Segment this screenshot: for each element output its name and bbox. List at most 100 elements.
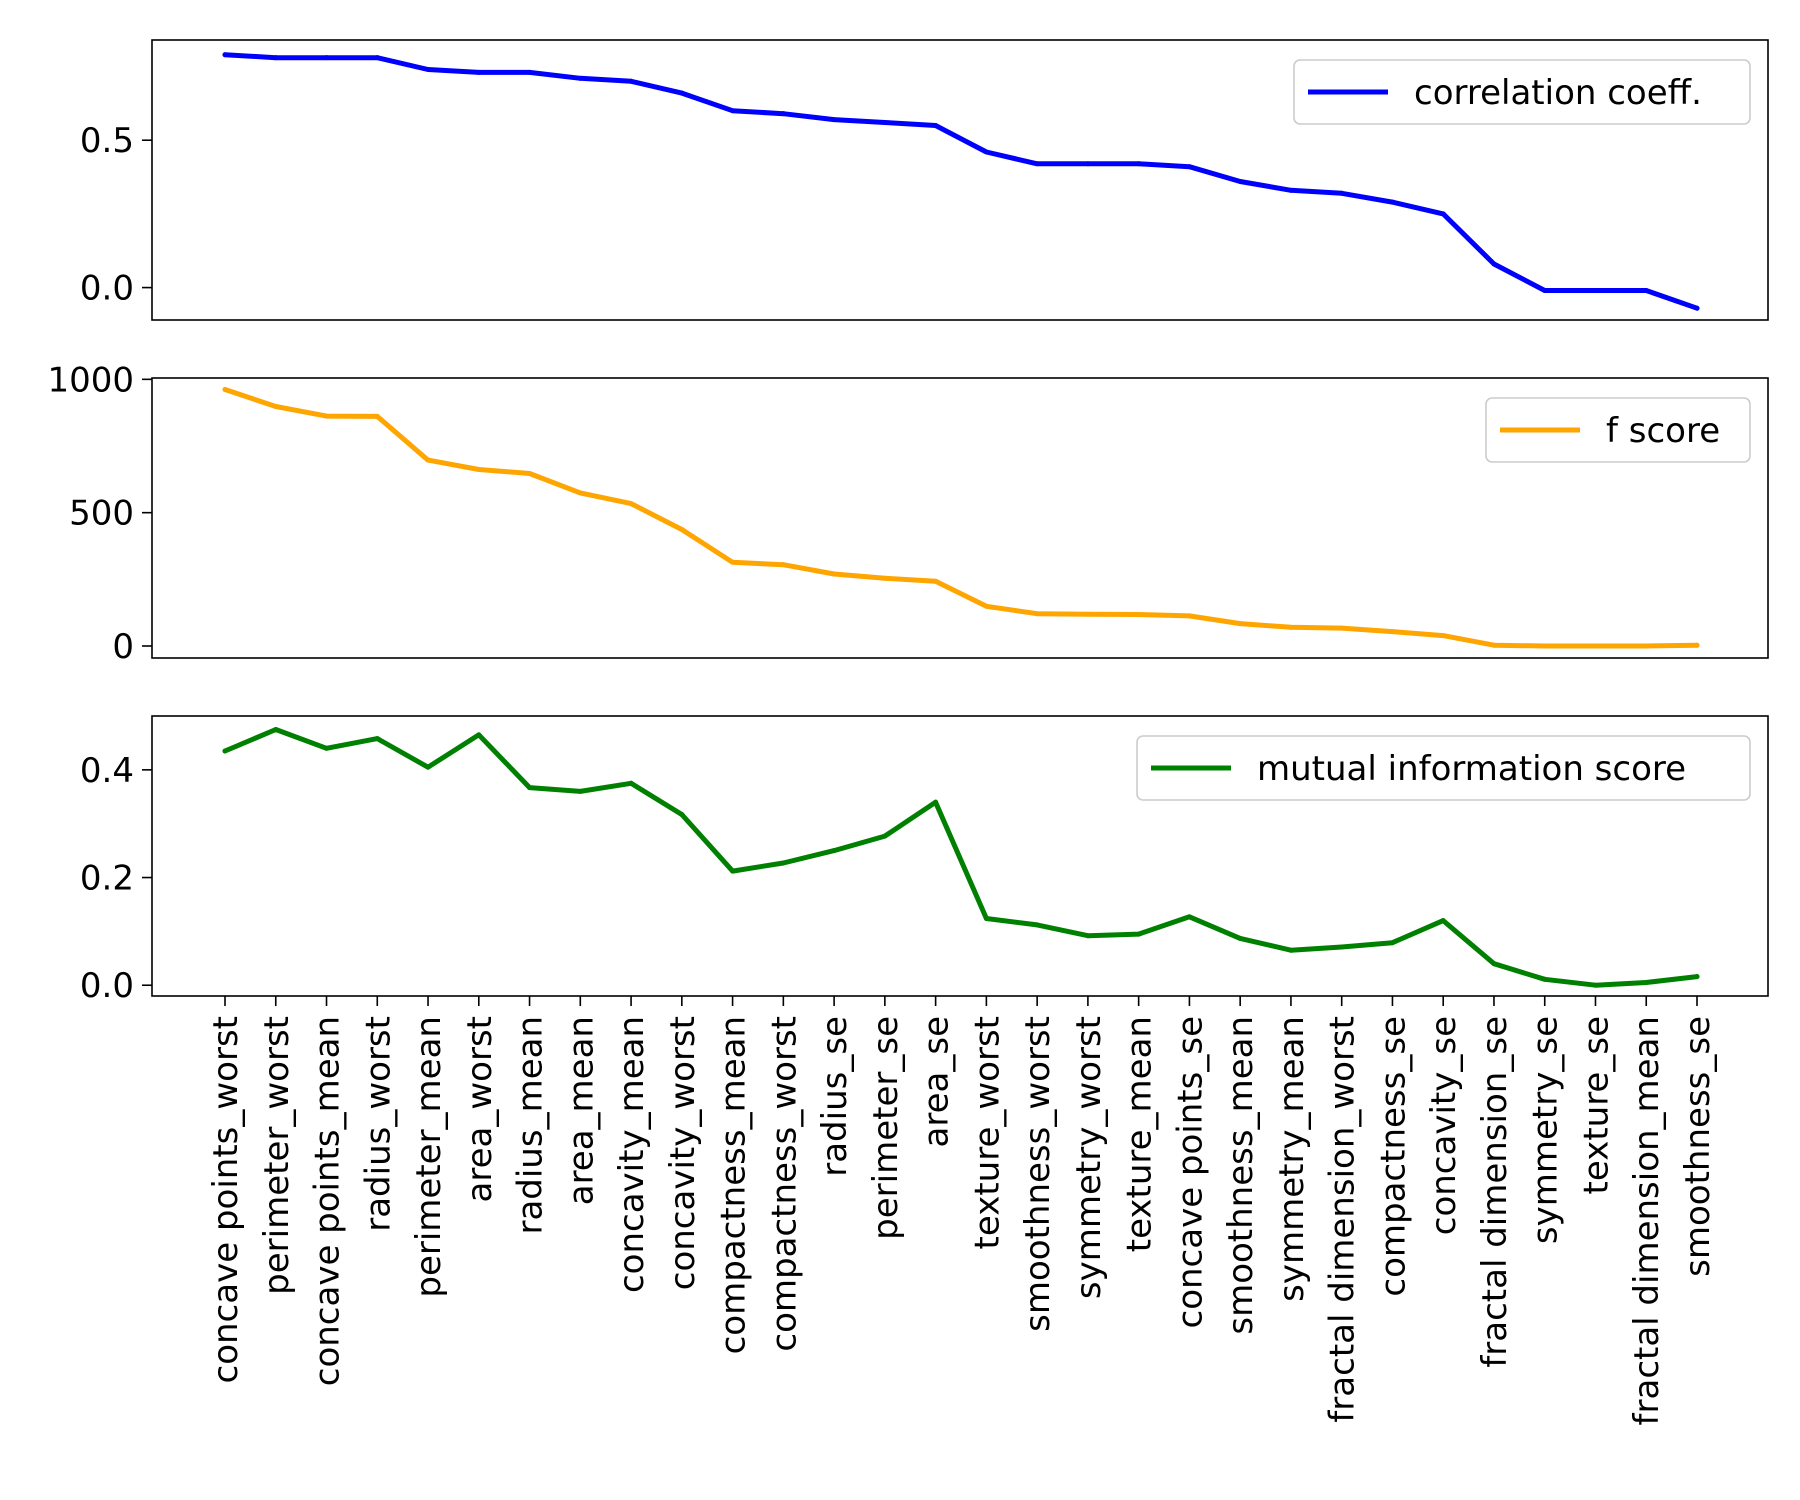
x-tick-label: fractal dimension_mean bbox=[1627, 1016, 1667, 1425]
x-tick-label: texture_se bbox=[1576, 1016, 1616, 1194]
y-tick-label: 0.4 bbox=[80, 751, 134, 791]
x-tick-label: compactness_se bbox=[1373, 1016, 1413, 1297]
data-point bbox=[1034, 922, 1040, 928]
x-tick-label: concave points_se bbox=[1170, 1016, 1210, 1328]
data-point bbox=[628, 78, 634, 84]
data-point bbox=[273, 726, 279, 732]
data-point bbox=[1491, 642, 1497, 648]
x-tick-label: symmetry_se bbox=[1526, 1016, 1566, 1244]
data-point bbox=[1339, 944, 1345, 950]
data-point bbox=[1237, 621, 1243, 627]
data-point bbox=[1491, 961, 1497, 967]
data-point bbox=[1694, 974, 1700, 980]
data-point bbox=[1237, 178, 1243, 184]
plot-frame bbox=[151, 715, 1769, 997]
data-point bbox=[1186, 914, 1192, 920]
data-point bbox=[1440, 211, 1446, 217]
data-point bbox=[425, 66, 431, 72]
y-tick-label: 500 bbox=[69, 494, 134, 534]
data-point bbox=[1440, 633, 1446, 639]
x-tick-label: radius_worst bbox=[358, 1016, 398, 1232]
data-point bbox=[222, 52, 228, 58]
data-point bbox=[730, 868, 736, 874]
panel-3: 0.0 0.2 0.4 mutual information score bbox=[80, 715, 1769, 1006]
x-tick-label: texture_mean bbox=[1120, 1016, 1160, 1252]
data-point bbox=[882, 120, 888, 126]
data-point bbox=[527, 470, 533, 476]
data-point bbox=[527, 69, 533, 75]
y-tick-label: 1000 bbox=[47, 360, 134, 400]
data-point bbox=[273, 404, 279, 410]
x-tick-label: smoothness_se bbox=[1678, 1016, 1718, 1277]
legend-box bbox=[1293, 59, 1751, 125]
data-point bbox=[1288, 947, 1294, 953]
data-point bbox=[1085, 933, 1091, 939]
data-point bbox=[577, 490, 583, 496]
data-point bbox=[476, 69, 482, 75]
data-point bbox=[1542, 976, 1548, 982]
x-tick-label: concavity_worst bbox=[663, 1016, 703, 1290]
data-point bbox=[324, 55, 330, 61]
data-point bbox=[1694, 642, 1700, 648]
legend-box bbox=[1485, 397, 1751, 463]
panel-1: 0.0 0.5 correlation coeff. bbox=[80, 39, 1769, 321]
data-point bbox=[374, 413, 380, 419]
legend: mutual information score bbox=[1136, 735, 1751, 801]
data-point bbox=[425, 457, 431, 463]
data-point bbox=[1389, 199, 1395, 205]
x-tick-label: symmetry_worst bbox=[1069, 1016, 1109, 1299]
x-tick-label: fractal dimension_worst bbox=[1323, 1016, 1363, 1423]
data-point bbox=[831, 571, 837, 577]
x-tick-label: concave points_worst bbox=[206, 1016, 246, 1383]
data-point bbox=[324, 413, 330, 419]
data-point bbox=[1542, 643, 1548, 649]
data-point bbox=[933, 122, 939, 128]
data-point bbox=[425, 764, 431, 770]
panel-2: 0 500 1000 f score bbox=[47, 360, 1769, 667]
x-tick-label: smoothness_worst bbox=[1018, 1016, 1058, 1332]
data-point bbox=[577, 788, 583, 794]
data-point bbox=[1643, 288, 1649, 294]
legend: f score bbox=[1485, 397, 1751, 463]
legend-label: mutual information score bbox=[1257, 749, 1686, 789]
x-tick-label: symmetry_mean bbox=[1272, 1016, 1312, 1302]
x-tick-label: radius_se bbox=[815, 1016, 855, 1177]
data-point bbox=[983, 915, 989, 921]
x-tick-label: compactness_worst bbox=[764, 1016, 804, 1352]
x-tick-label: fractal dimension_se bbox=[1475, 1016, 1515, 1368]
data-point bbox=[882, 575, 888, 581]
data-point bbox=[1136, 931, 1142, 937]
data-point bbox=[222, 748, 228, 754]
data-point bbox=[730, 559, 736, 565]
data-point bbox=[1643, 980, 1649, 986]
series-line bbox=[222, 52, 1700, 311]
x-tick-label: concavity_se bbox=[1424, 1016, 1464, 1235]
legend: correlation coeff. bbox=[1293, 59, 1751, 125]
data-point bbox=[374, 736, 380, 742]
y-tick-label: 0.0 bbox=[80, 269, 134, 309]
x-tick-label: concave points_mean bbox=[308, 1016, 348, 1386]
data-point bbox=[1389, 940, 1395, 946]
data-point bbox=[1034, 611, 1040, 617]
data-point bbox=[1186, 164, 1192, 170]
data-point bbox=[1491, 261, 1497, 267]
data-point bbox=[476, 466, 482, 472]
data-point bbox=[679, 812, 685, 818]
data-point bbox=[1034, 161, 1040, 167]
plot-frame bbox=[151, 39, 1769, 321]
data-point bbox=[933, 578, 939, 584]
data-point bbox=[780, 562, 786, 568]
data-point bbox=[1085, 161, 1091, 167]
x-tick-label: area_worst bbox=[460, 1016, 500, 1202]
data-point bbox=[831, 848, 837, 854]
x-tick-label: area_se bbox=[917, 1016, 957, 1147]
plot-frame bbox=[151, 377, 1769, 659]
data-point bbox=[1643, 643, 1649, 649]
x-tick-label: smoothness_mean bbox=[1221, 1016, 1261, 1335]
data-point bbox=[882, 833, 888, 839]
data-point bbox=[1339, 190, 1345, 196]
data-point bbox=[1389, 629, 1395, 635]
data-point bbox=[1592, 982, 1598, 988]
data-point bbox=[324, 745, 330, 751]
series-line bbox=[222, 387, 1700, 649]
